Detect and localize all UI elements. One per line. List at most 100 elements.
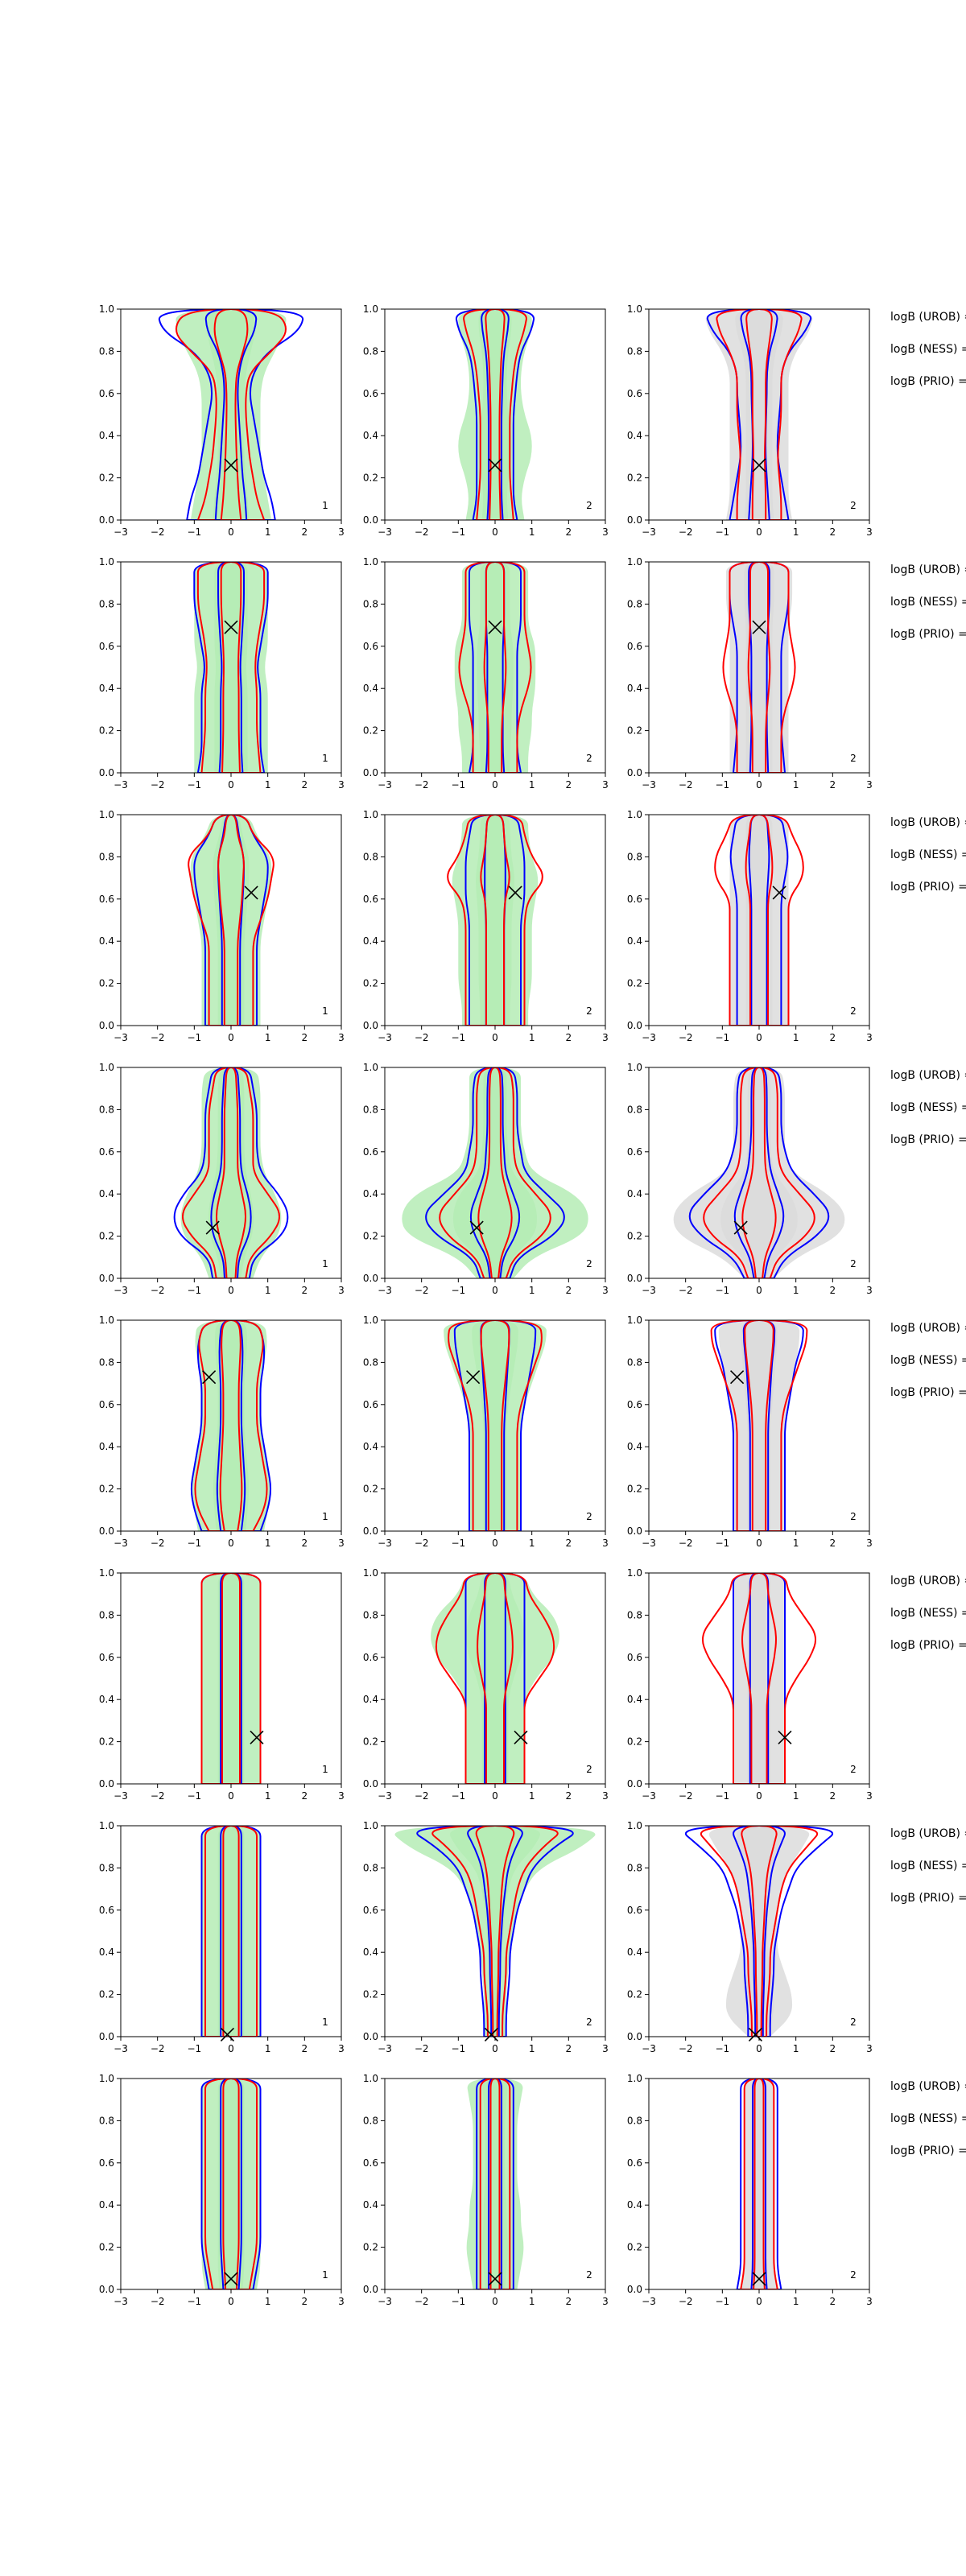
x-tick-label: 1: [265, 779, 271, 791]
panel-r5-c2: −3 −2 −1 0 1 2 3 0.0 0.2 0.4 0.6 0.8 1.0 2: [363, 1315, 609, 1549]
y-tick-label: 0.2: [99, 1231, 114, 1242]
x-marker-b: [748, 2027, 762, 2041]
x-tick-label: −2: [151, 1285, 165, 1296]
red-contour-outer: [439, 1067, 551, 1278]
x-tick-label: 3: [602, 1538, 609, 1549]
x-tick-label: 1: [529, 2043, 535, 2054]
y-tick-label: 0.8: [627, 1862, 642, 1873]
x-tick-label: 1: [793, 1285, 799, 1296]
blue-contour-outer: [425, 1067, 565, 1278]
y-tick-label: 0.8: [99, 2115, 114, 2126]
y-tick-label: 1.0: [627, 2073, 642, 2084]
y-tick-label: 0.4: [99, 935, 114, 947]
y-tick-label: 0.6: [99, 894, 114, 905]
x-marker-b: [488, 620, 502, 634]
x-tick-label: 1: [793, 1790, 799, 1802]
x-tick-label: −1: [187, 2296, 201, 2307]
red-contour-inner: [741, 1067, 777, 1278]
y-tick-label: 0.6: [363, 641, 378, 652]
row-label: logB (UROB) =: [890, 1069, 966, 1082]
panel-number-label: 2: [586, 1005, 592, 1017]
panel-r6-c3: −3 −2 −1 0 1 2 3 0.0 0.2 0.4 0.6 0.8 1.0 2: [627, 1567, 873, 1802]
y-tick-label: 0.4: [627, 2199, 642, 2211]
x-tick-label: 3: [866, 779, 873, 791]
density-fill-inner: [217, 2079, 245, 2289]
panel-number-label: 1: [322, 2017, 328, 2028]
x-tick-label: 2: [566, 2296, 572, 2307]
y-tick-label: 0.8: [627, 1104, 642, 1115]
plot-area: [673, 1067, 845, 1278]
x-tick-label: 2: [566, 779, 572, 791]
x-tick-label: 2: [566, 1285, 572, 1296]
plot-area: [454, 562, 536, 773]
x-tick-label: −2: [151, 1538, 165, 1549]
plot-area: [193, 562, 269, 773]
row-label: logB (PRIO) =: [890, 1133, 966, 1146]
y-tick-label: 1.0: [627, 303, 642, 315]
density-fill-inner: [745, 815, 773, 1026]
panel-r6-c2: −3 −2 −1 0 1 2 3 0.0 0.2 0.4 0.6 0.8 1.0 2: [363, 1567, 609, 1802]
x-tick-label: 3: [338, 1032, 345, 1043]
x-tick-label: 3: [338, 1538, 345, 1549]
x-tick-label: 0: [756, 1790, 762, 1802]
red-contour-inner: [477, 1573, 514, 1784]
red-contour-inner: [213, 309, 249, 520]
y-tick-label: 0.0: [363, 2284, 378, 2295]
panel-number-label: 2: [586, 1511, 592, 1522]
panel-r4-c2: −3 −2 −1 0 1 2 3 0.0 0.2 0.4 0.6 0.8 1.0 2: [363, 1062, 609, 1296]
x-tick-label: −1: [187, 1285, 201, 1296]
y-tick-label: 0.2: [363, 1989, 378, 2000]
blue-contour-outer: [173, 1067, 289, 1278]
x-tick-label: −3: [642, 2296, 656, 2307]
x-tick-label: 3: [866, 1032, 873, 1043]
panel-r8-c3: −3 −2 −1 0 1 2 3 0.0 0.2 0.4 0.6 0.8 1.0 2: [627, 2073, 873, 2307]
y-tick-label: 0.0: [99, 1273, 114, 1284]
panel-number-label: 1: [322, 1511, 328, 1522]
y-tick-label: 0.6: [627, 2157, 642, 2169]
panel-r8-c1: −3 −2 −1 0 1 2 3 0.0 0.2 0.4 0.6 0.8 1.0 1: [99, 2073, 345, 2307]
x-tick-label: −1: [451, 1538, 465, 1549]
x-tick-label: 0: [492, 1790, 498, 1802]
y-tick-label: 0.2: [99, 1484, 114, 1495]
blue-contour-inner: [210, 1067, 252, 1278]
row-label: logB (UROB) =: [890, 1575, 966, 1587]
x-tick-label: −1: [187, 1790, 201, 1802]
y-tick-label: 1.0: [99, 1062, 114, 1073]
x-tick-label: −2: [415, 1285, 429, 1296]
y-tick-label: 0.4: [627, 935, 642, 947]
density-fill-inner: [735, 309, 783, 520]
row-label: logB (UROB) =: [890, 1827, 966, 1840]
x-tick-label: 1: [265, 1790, 271, 1802]
plot-area: [466, 2079, 524, 2289]
x-tick-label: 1: [793, 779, 799, 791]
panel-r1-c1: −3 −2 −1 0 1 2 3 0.0 0.2 0.4 0.6 0.8 1.0 1: [99, 303, 345, 538]
x-tick-label: 2: [566, 1538, 572, 1549]
panel-r3-c3: −3 −2 −1 0 1 2 3 0.0 0.2 0.4 0.6 0.8 1.0 2: [627, 809, 873, 1043]
y-tick-label: 0.2: [363, 978, 378, 989]
row-label-group: logB (UROB) = logB (NESS) = logB (PRIO) =: [890, 1320, 966, 1417]
y-tick-label: 0.4: [99, 683, 114, 694]
y-tick-label: 0.0: [363, 1273, 378, 1284]
y-tick-label: 0.4: [99, 1694, 114, 1705]
panel-r2-c2: −3 −2 −1 0 1 2 3 0.0 0.2 0.4 0.6 0.8 1.0 2: [363, 556, 609, 791]
red-contour-outer: [182, 1067, 280, 1278]
red-contour-outer: [716, 309, 803, 520]
row-label: logB (NESS) =: [890, 1354, 966, 1367]
row-label: logB (PRIO) =: [890, 2145, 966, 2157]
x-tick-label: −3: [642, 1032, 656, 1043]
x-tick-label: 0: [228, 1032, 234, 1043]
y-tick-label: 0.6: [363, 1652, 378, 1663]
x-marker-b: [224, 458, 238, 473]
x-marker-b: [205, 1220, 220, 1235]
plot-area: [200, 2079, 262, 2289]
y-tick-label: 0.8: [99, 1609, 114, 1620]
x-tick-label: 2: [830, 779, 836, 791]
density-fill-inner: [214, 562, 248, 773]
x-tick-label: 1: [793, 1032, 799, 1043]
x-tick-label: 2: [830, 1032, 836, 1043]
x-tick-label: 0: [492, 1032, 498, 1043]
red-contour-inner: [217, 815, 245, 1026]
x-marker-b: [778, 1730, 792, 1744]
row-label: logB (PRIO) =: [890, 628, 966, 641]
y-tick-label: 0.4: [363, 1441, 378, 1452]
